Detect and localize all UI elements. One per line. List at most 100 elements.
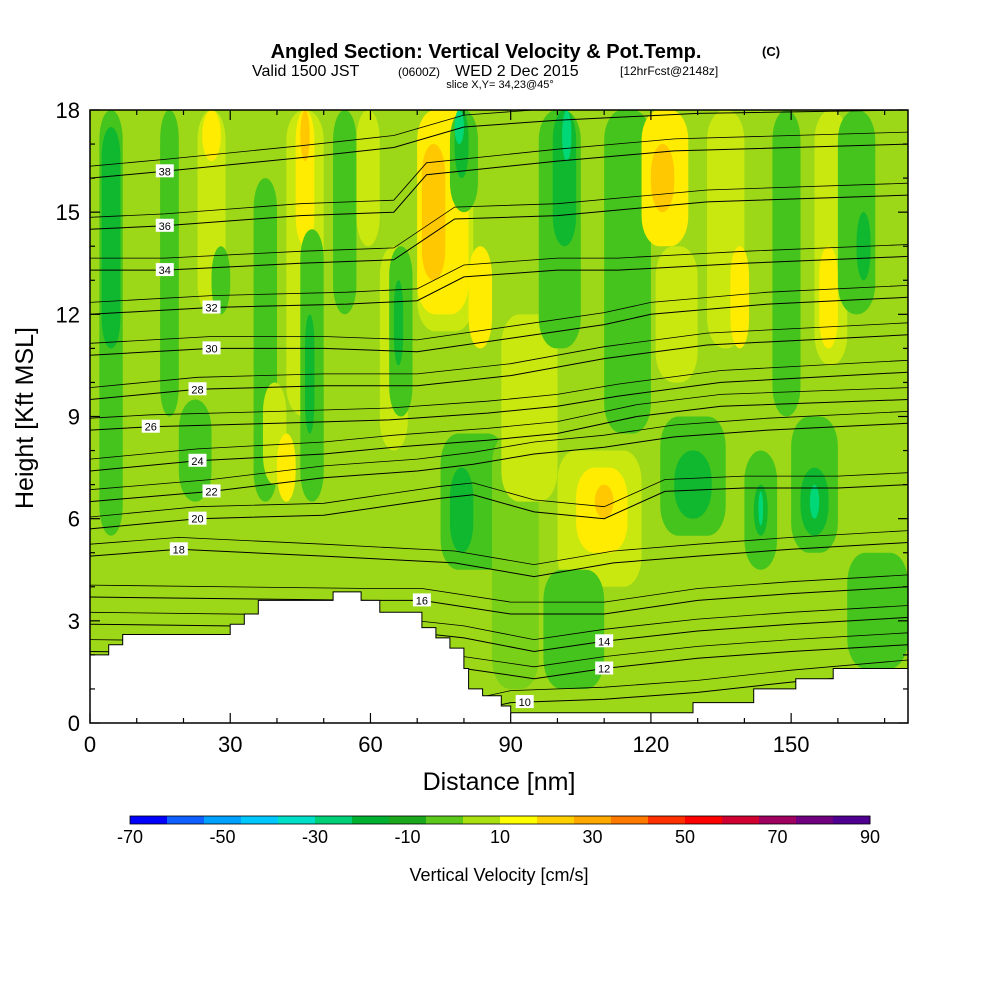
theta-contour-label: 38 (155, 164, 174, 178)
velocity-cell (202, 110, 221, 162)
velocity-cell (101, 127, 121, 349)
theta-contours (90, 110, 908, 714)
slice-text: slice X,Y= 34,23@45° (446, 79, 554, 91)
y-tick-label: 6 (68, 507, 80, 532)
colorbar-tick-label: -30 (302, 827, 328, 847)
velocity-cell (594, 484, 614, 519)
velocity-cell (543, 569, 605, 689)
velocity-cell (421, 144, 446, 281)
forecast-text: [12hrFcst@2148z] (620, 64, 718, 78)
svg-text:14: 14 (598, 636, 610, 648)
theta-contour-minor (90, 574, 908, 603)
y-tick-label: 0 (68, 711, 80, 736)
y-tick-label: 3 (68, 609, 80, 634)
chart-title: Angled Section: Vertical Velocity & Pot.… (271, 41, 702, 63)
plot-area: 10 12 14 16 18 20 22 24 26 28 30 32 34 36 38 (90, 110, 908, 723)
velocity-cell (300, 110, 310, 162)
theta-contour-label: 16 (412, 593, 431, 607)
theta-contour (90, 371, 908, 431)
theta-contour-minor (90, 244, 908, 303)
theta-contour-label: 26 (141, 419, 160, 434)
colorbar-swatch (204, 816, 242, 824)
theta-contour-label: 22 (202, 484, 221, 498)
theta-contour-minor (90, 182, 908, 259)
theta-contour (90, 194, 908, 271)
svg-text:24: 24 (191, 456, 203, 468)
colorbar-tick-label: -70 (117, 827, 143, 847)
colorbar-frame (129, 815, 871, 825)
colorbar-swatch (833, 816, 871, 824)
theta-contour (90, 110, 908, 179)
velocity-cell (819, 246, 838, 349)
colorbar-swatch (722, 816, 760, 824)
theta-contour-label: 36 (155, 218, 174, 233)
y-axis-label: Height [Kft MSL] (11, 327, 39, 509)
theta-contour-minor (90, 472, 908, 518)
terrain-mask (90, 591, 908, 723)
velocity-cell (211, 246, 231, 315)
theta-contour-minor (90, 285, 908, 344)
colorbar-swatch (426, 816, 464, 824)
velocity-cell (837, 110, 876, 315)
colorbar-swatch (463, 816, 501, 824)
velocity-field (99, 110, 908, 689)
theta-contour (90, 542, 908, 578)
colorbar-tick-label: 30 (582, 827, 602, 847)
theta-contour-label: 20 (188, 511, 207, 526)
colorbar-swatch (352, 816, 390, 824)
velocity-cell (501, 314, 558, 502)
velocity-cell (772, 110, 801, 417)
svg-text:16: 16 (416, 595, 428, 607)
theta-contour-label: 12 (595, 661, 614, 676)
velocity-cell (809, 484, 820, 519)
theta-contour-label: 34 (155, 263, 174, 277)
svg-text:12: 12 (598, 664, 610, 676)
date-text: WED 2 Dec 2015 (455, 63, 579, 80)
theta-contour-label: 10 (515, 695, 534, 709)
utc-time: (0600Z) (398, 65, 440, 79)
colorbar-swatch (389, 816, 427, 824)
theta-contour-label: 28 (188, 382, 207, 396)
colorbar-swatch (167, 816, 205, 824)
velocity-cell (295, 110, 315, 247)
x-tick-label: 60 (358, 732, 382, 757)
theta-contour (90, 484, 908, 530)
x-tick-label: 150 (773, 732, 810, 757)
colorbar-swatch (241, 816, 279, 824)
velocity-cell (847, 552, 908, 669)
colorbar-swatch (574, 816, 612, 824)
colorbar-swatch (796, 816, 834, 824)
colorbar-swatch (500, 816, 538, 824)
x-axis: 0 30 60 90 120 150 (84, 110, 886, 757)
y-tick-label: 15 (56, 200, 80, 225)
theta-contour-label: 24 (188, 453, 207, 468)
colorbar-swatch (130, 816, 168, 824)
svg-text:38: 38 (159, 166, 171, 178)
theta-contour-labels: 10 12 14 16 18 20 22 24 26 28 30 32 34 36 38 (141, 164, 614, 709)
colorbar-swatch (685, 816, 723, 824)
theta-contour-minor (90, 530, 908, 566)
colorbar: -70 -50 -30 -10 10 30 50 70 90 (117, 815, 880, 847)
theta-contour-minor (90, 359, 908, 419)
svg-text:18: 18 (173, 544, 185, 556)
svg-text:20: 20 (191, 514, 203, 526)
colorbar-tick-label: 50 (675, 827, 695, 847)
colorbar-swatch (759, 816, 797, 824)
y-tick-label: 12 (56, 302, 80, 327)
theta-contour-minor (90, 387, 908, 460)
x-tick-label: 30 (218, 732, 242, 757)
svg-text:22: 22 (205, 486, 217, 498)
chart-title-unit: (C) (762, 44, 780, 59)
velocity-cell (468, 246, 492, 349)
x-axis-label: Distance [nm] (423, 768, 576, 796)
svg-text:34: 34 (159, 265, 171, 277)
colorbar-swatch (648, 816, 686, 824)
theta-contour-minor (90, 411, 908, 491)
velocity-cell (449, 467, 474, 553)
velocity-cell (276, 433, 296, 502)
theta-contour (90, 422, 908, 503)
velocity-cell (356, 110, 380, 247)
colorbar-swatch (537, 816, 575, 824)
